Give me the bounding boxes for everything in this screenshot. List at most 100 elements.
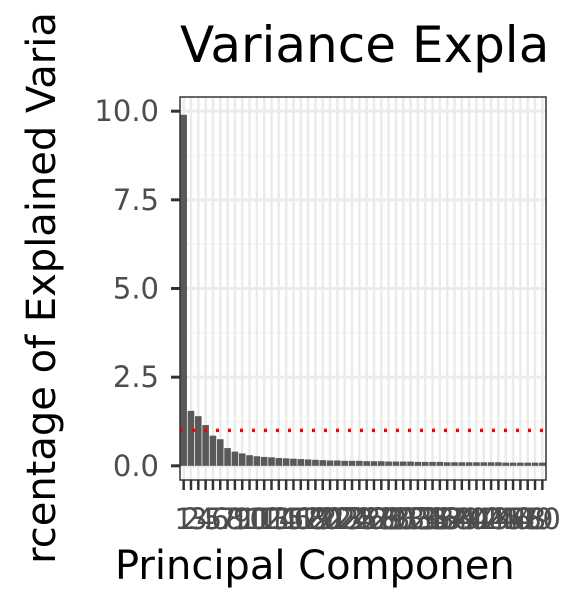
- bar: [399, 461, 407, 466]
- x-tick-label: 12: [246, 502, 283, 536]
- x-tick-label: 10: [231, 502, 268, 536]
- bar: [429, 461, 436, 466]
- x-tick-label: 17: [282, 502, 319, 536]
- x-tick-label: 42: [465, 502, 502, 536]
- x-tick-label: 18: [290, 502, 327, 536]
- bar: [356, 460, 363, 466]
- bar: [385, 461, 392, 466]
- bar: [312, 459, 319, 466]
- x-tick-label: 6: [211, 502, 229, 536]
- y-tick-label: 7.5: [113, 183, 159, 217]
- x-tick-label: 28: [363, 502, 400, 536]
- x-tick-label: 24: [334, 502, 371, 536]
- x-tick-label: 39: [443, 502, 480, 536]
- bar: [180, 114, 187, 466]
- x-tick-label: 36: [421, 502, 458, 536]
- x-tick-label: 13: [253, 502, 290, 536]
- bar: [282, 458, 290, 466]
- bar: [268, 457, 275, 466]
- x-tick-label: 37: [429, 502, 466, 536]
- x-tick-label: 3: [189, 502, 207, 536]
- x-tick-label: 50: [524, 502, 561, 536]
- x-tick-label: 38: [436, 502, 473, 536]
- bar: [509, 462, 517, 466]
- x-tick-label: 47: [502, 502, 539, 536]
- bar: [253, 456, 261, 466]
- x-tick-label: 22: [319, 502, 356, 536]
- x-tick-label: 33: [399, 502, 436, 536]
- bar: [195, 416, 202, 466]
- x-tick-label: 20: [304, 502, 341, 536]
- x-axis: 1234567891011121314151617181920212223242…: [174, 480, 561, 536]
- x-tick-label: 2: [182, 502, 200, 536]
- bar: [224, 448, 231, 466]
- x-tick-label: 7: [218, 502, 236, 536]
- x-tick-label: 8: [226, 502, 244, 536]
- x-tick-label: 14: [260, 502, 297, 536]
- x-tick-label: 31: [385, 502, 422, 536]
- bar: [304, 459, 312, 466]
- bar: [231, 451, 239, 466]
- bar: [341, 460, 348, 466]
- bar: [436, 461, 444, 466]
- bar: [348, 460, 356, 466]
- x-tick-label: 15: [268, 502, 305, 536]
- bar: [451, 462, 458, 466]
- x-tick-label: 23: [326, 502, 363, 536]
- bar: [260, 456, 268, 466]
- x-tick-label: 40: [451, 502, 488, 536]
- bar: [209, 435, 217, 466]
- bar: [465, 462, 473, 466]
- x-tick-label: 41: [458, 502, 495, 536]
- y-tick-label: 0.0: [113, 449, 159, 483]
- bar: [407, 461, 414, 466]
- bar: [473, 462, 480, 466]
- x-tick-label: 11: [238, 502, 275, 536]
- x-tick-label: 25: [341, 502, 378, 536]
- bar: [495, 462, 502, 466]
- y-axis: 0.0 2.5 5.0 7.5 10.0: [94, 94, 180, 483]
- x-tick-label: 21: [312, 502, 349, 536]
- bar: [531, 462, 539, 466]
- bar: [275, 458, 283, 466]
- y-axis-title: rcentage of Explained Varia: [19, 12, 65, 564]
- bar: [319, 460, 327, 466]
- x-tick-label: 9: [233, 502, 251, 536]
- x-tick-label: 35: [414, 502, 451, 536]
- x-tick-label: 26: [348, 502, 385, 536]
- x-tick-label: 30: [377, 502, 414, 536]
- x-tick-label: 48: [509, 502, 546, 536]
- bar: [363, 461, 370, 466]
- bar: [187, 410, 195, 466]
- bar: [502, 462, 510, 466]
- bar: [392, 461, 400, 466]
- y-tick-label: 2.5: [113, 360, 159, 394]
- x-tick-label: 4: [196, 502, 214, 536]
- bar: [487, 462, 495, 466]
- bar: [290, 458, 297, 466]
- chart-title: Variance Expla: [180, 16, 549, 74]
- bar: [480, 462, 488, 466]
- x-tick-label: 43: [473, 502, 510, 536]
- bar: [539, 462, 546, 466]
- x-tick-label: 19: [297, 502, 334, 536]
- x-tick-label: 46: [495, 502, 532, 536]
- x-tick-label: 45: [487, 502, 524, 536]
- bar: [326, 460, 334, 466]
- bar: [458, 462, 466, 466]
- y-tick-label: 5.0: [113, 272, 159, 306]
- bar: [524, 462, 531, 466]
- x-tick-label: 34: [407, 502, 444, 536]
- bar: [378, 461, 385, 466]
- x-tick-label: 16: [275, 502, 312, 536]
- bar: [370, 461, 378, 466]
- bar: [202, 425, 209, 466]
- bar: [297, 459, 305, 466]
- x-tick-label: 44: [480, 502, 517, 536]
- bar: [414, 461, 422, 466]
- bar: [334, 460, 341, 466]
- bar: [216, 439, 224, 466]
- bar: [421, 461, 429, 466]
- bar: [443, 462, 451, 466]
